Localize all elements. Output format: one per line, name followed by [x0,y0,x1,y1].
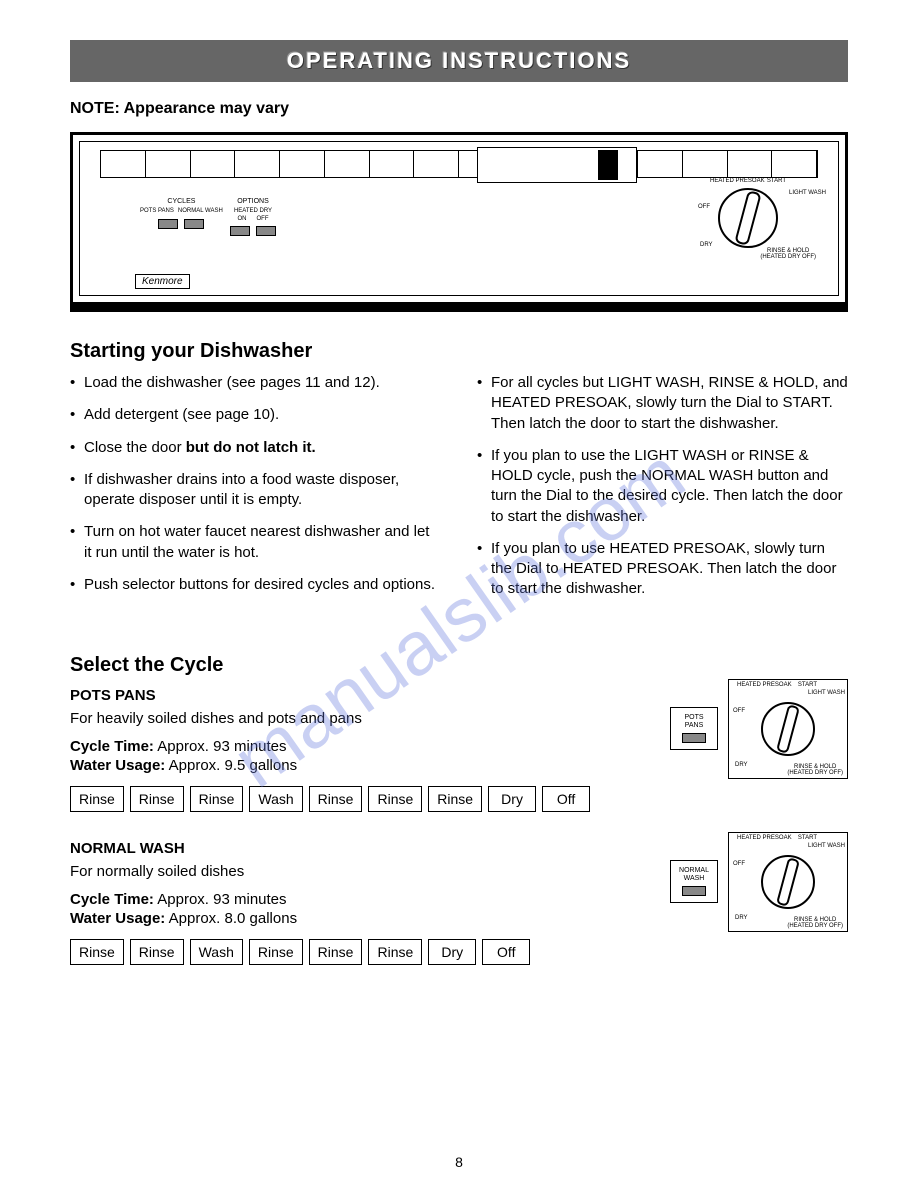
pots-pans-button-box: POTS PANS [670,707,718,750]
dial-dry: DRY [700,242,713,248]
starting-columns: Load the dishwasher (see pages 11 and 12… [70,373,848,612]
cycle-dial: HEATED PRESOAK START LIGHT WASH OFF DRY … [718,188,778,248]
list-item: If you plan to use HEATED PRESOAK, slowl… [477,539,848,600]
starting-left-list: Load the dishwasher (see pages 11 and 12… [70,373,441,595]
list-item: If you plan to use the LIGHT WASH or RIN… [477,446,848,527]
cycle-step: Rinse [190,786,244,812]
cycle-step: Rinse [428,786,482,812]
pots-pans-block: POTS PANS For heavily soiled dishes and … [70,687,848,812]
pots-pans-steps: RinseRinseRinseWashRinseRinseRinseDryOff [70,786,848,812]
control-panel-diagram: CYCLES POTS PANS NORMAL WASH OPTIONS HEA… [70,132,848,312]
normal-wash-dial-box: HEATED PRESOAK START LIGHT WASH OFF DRY … [728,832,848,932]
cycle-step: Rinse [130,786,184,812]
options-group: OPTIONS HEATED DRY ON OFF [230,198,276,236]
starting-right-list: For all cycles but LIGHT WASH, RINSE & H… [477,373,848,600]
cycle-step: Dry [428,939,476,965]
options-sub: HEATED DRY [230,208,276,215]
list-item: Add detergent (see page 10). [70,405,441,425]
vent-slot [100,150,818,178]
page-number: 8 [455,1154,463,1170]
dial-off: OFF [698,204,710,210]
heated-dry-on-button [230,226,250,236]
cycle-step: Rinse [70,939,124,965]
pots-pans-button [158,219,178,229]
normal-wash-button [184,219,204,229]
cycle-step: Wash [249,786,302,812]
select-cycle-title: Select the Cycle [70,654,848,677]
normal-wash-block: NORMAL WASH For normally soiled dishes C… [70,840,848,965]
section-header: OPERATING INSTRUCTIONS [70,40,848,82]
cycle-step: Rinse [70,786,124,812]
brand-logo: Kenmore [135,274,190,289]
normal-wash-steps: RinseRinseWashRinseRinseRinseDryOff [70,939,848,965]
cycle-step: Rinse [309,786,363,812]
list-item: If dishwasher drains into a food waste d… [70,470,441,511]
starting-title: Starting your Dishwasher [70,340,848,363]
note-text: NOTE: Appearance may vary [70,100,848,118]
cycle-step: Dry [488,786,536,812]
dial-light-wash: LIGHT WASH [789,190,826,196]
cycle-step: Rinse [309,939,363,965]
vent-handle [477,147,637,183]
cycle-step: Rinse [130,939,184,965]
opt-off-label: OFF [257,216,269,223]
cycle-step: Wash [190,939,243,965]
cycles-btn2-label: NORMAL WASH [178,208,223,215]
list-item: Load the dishwasher (see pages 11 and 12… [70,373,441,393]
cycle-step: Rinse [368,939,422,965]
options-label: OPTIONS [230,198,276,206]
dial-heated-presoak: HEATED PRESOAK [710,178,765,184]
list-item: Close the door but do not latch it. [70,438,441,458]
cycle-step: Rinse [368,786,422,812]
cycles-group: CYCLES POTS PANS NORMAL WASH [140,198,223,229]
dial-start: START [767,178,786,184]
list-item: Turn on hot water faucet nearest dishwas… [70,522,441,563]
list-item: Push selector buttons for desired cycles… [70,575,441,595]
pots-pans-dial-box: HEATED PRESOAK START LIGHT WASH OFF DRY … [728,679,848,779]
cycles-btn1-label: POTS PANS [140,208,174,215]
normal-wash-graphic: NORMAL WASH HEATED PRESOAK START LIGHT W… [670,832,848,932]
cycles-label: CYCLES [140,198,223,206]
opt-on-label: ON [238,216,247,223]
normal-wash-button-box: NORMAL WASH [670,860,718,903]
dial-rinse-hold: RINSE & HOLD (HEATED DRY OFF) [760,248,816,260]
cycle-step: Off [542,786,590,812]
cycle-step: Rinse [249,939,303,965]
list-item: For all cycles but LIGHT WASH, RINSE & H… [477,373,848,434]
dial-wrap: HEATED PRESOAK START LIGHT WASH OFF DRY … [718,188,778,248]
heated-dry-off-button [256,226,276,236]
pots-pans-graphic: POTS PANS HEATED PRESOAK START LIGHT WAS… [670,679,848,779]
cycle-step: Off [482,939,530,965]
